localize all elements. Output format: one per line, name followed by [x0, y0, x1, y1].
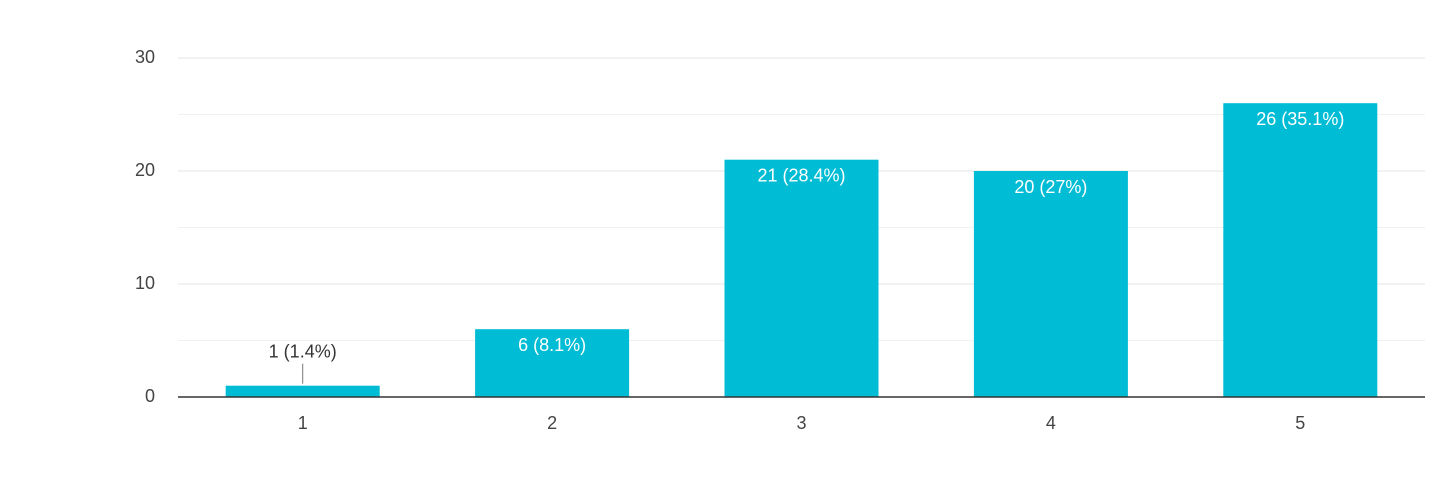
- x-tick-label: 1: [298, 413, 308, 433]
- x-tick-label: 3: [796, 413, 806, 433]
- x-tick-label: 2: [547, 413, 557, 433]
- x-tick-label: 5: [1295, 413, 1305, 433]
- data-label: 6 (8.1%): [518, 335, 586, 355]
- bar: [973, 171, 1128, 397]
- y-tick-label: 0: [145, 386, 155, 406]
- bar: [225, 385, 380, 397]
- y-tick-label: 10: [135, 273, 155, 293]
- data-label: 20 (27%): [1014, 177, 1087, 197]
- y-tick-label: 30: [135, 47, 155, 67]
- y-tick-label: 20: [135, 160, 155, 180]
- data-label: 1 (1.4%): [269, 341, 337, 361]
- bar: [475, 329, 630, 397]
- data-label: 26 (35.1%): [1256, 109, 1344, 129]
- bar: [1223, 103, 1378, 397]
- data-label: 21 (28.4%): [757, 165, 845, 185]
- bar: [724, 159, 879, 397]
- x-tick-label: 4: [1046, 413, 1056, 433]
